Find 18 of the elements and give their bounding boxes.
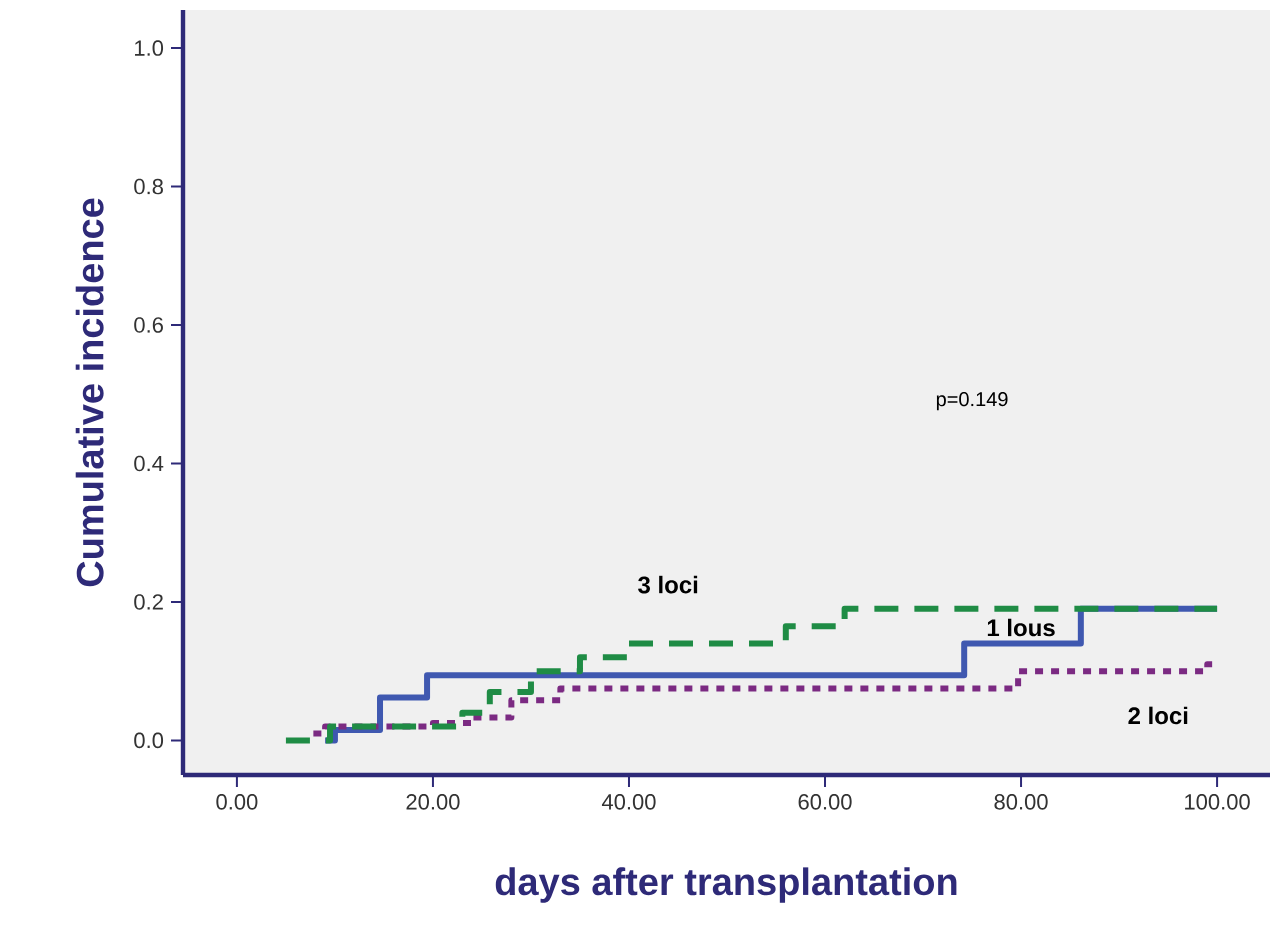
y-tick-label: 0.6 <box>134 317 163 333</box>
x-tick-label: 60.00 <box>798 794 852 810</box>
x-tick-label: 20.00 <box>406 794 460 810</box>
x-tick-label: 80.00 <box>994 794 1048 810</box>
y-tick-label: 0.4 <box>134 455 164 472</box>
series-label: 2 loci <box>1128 706 1188 725</box>
annotation: p=0.149 <box>936 392 1008 411</box>
x-tick-label: 0.00 <box>216 794 258 810</box>
x-tick-label: 100.00 <box>1185 794 1250 810</box>
text: 3 loci <box>638 575 698 594</box>
y-tick-label: 0.8 <box>134 178 163 195</box>
y-axis-title: Cumulative incidence <box>75 198 104 587</box>
y-tick-label: 1.0 <box>135 40 164 56</box>
y-tick-label: 0.2 <box>134 594 163 610</box>
series-label: 1 lous <box>987 618 1055 637</box>
y-tick-label: 0.0 <box>134 732 164 749</box>
x-tick-label: 40.00 <box>601 794 656 810</box>
x-axis-title: days after transplantation <box>495 867 957 903</box>
